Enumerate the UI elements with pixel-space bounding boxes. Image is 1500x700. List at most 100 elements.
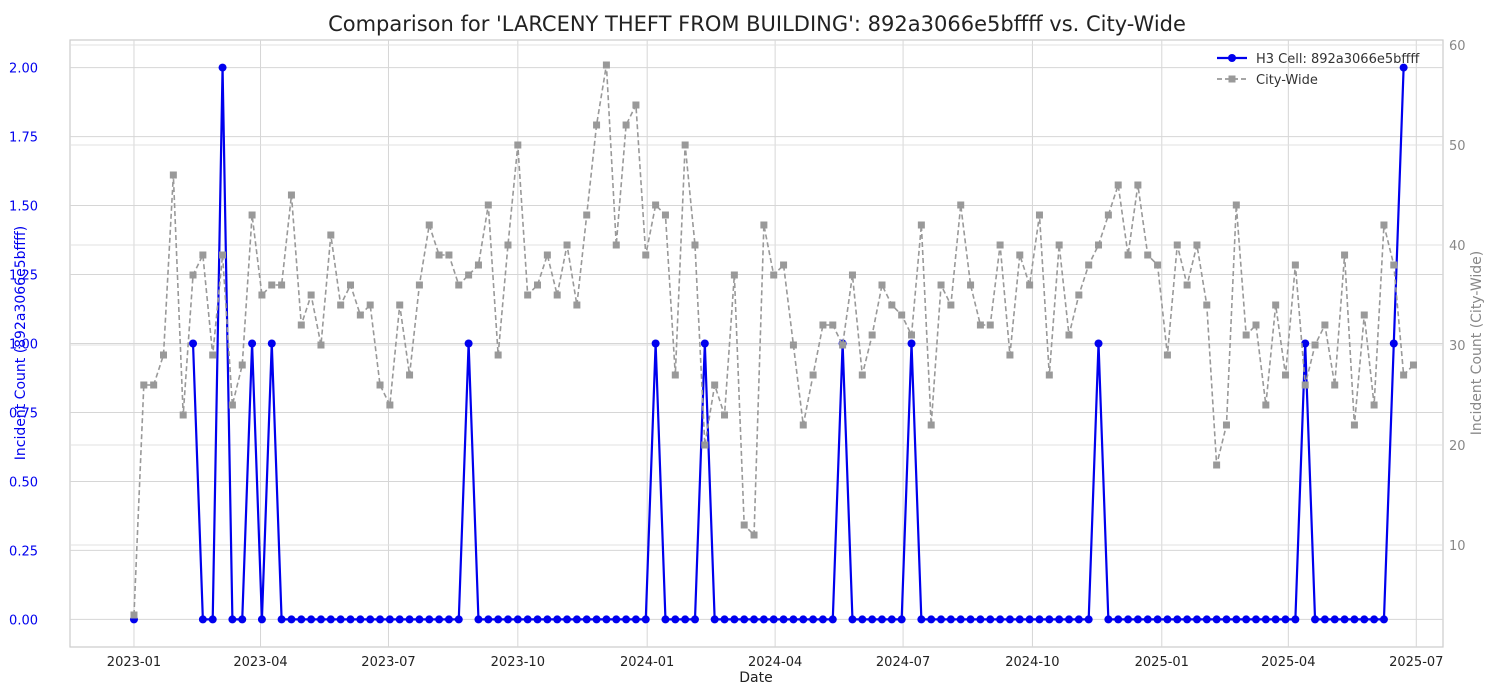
x-tick-label: 2023-10 xyxy=(491,655,545,670)
data-point-city xyxy=(622,121,630,129)
data-point-city xyxy=(957,201,965,209)
data-point-h3 xyxy=(503,615,512,624)
data-point-city xyxy=(406,371,414,379)
y-left-tick-label: 0.75 xyxy=(9,406,38,421)
y-right-tick-label: 10 xyxy=(1449,539,1466,554)
data-point-h3 xyxy=(740,615,749,624)
data-point-city xyxy=(534,281,542,289)
data-point-city xyxy=(671,371,679,379)
data-point-city xyxy=(474,261,482,269)
data-point-city xyxy=(1370,401,1378,409)
data-point-city xyxy=(1104,211,1112,219)
data-point-city xyxy=(435,251,443,259)
data-point-city xyxy=(898,311,906,319)
data-point-city xyxy=(317,341,325,349)
y-left-axis-label: Incident Count (892a3066e5bffff) xyxy=(13,226,29,460)
data-point-h3 xyxy=(1104,615,1113,624)
x-tick-label: 2024-10 xyxy=(1005,655,1059,670)
data-point-h3 xyxy=(1212,615,1221,624)
data-point-h3 xyxy=(425,615,434,624)
data-point-city xyxy=(819,321,827,329)
data-point-h3 xyxy=(1025,615,1034,624)
data-point-h3 xyxy=(809,615,818,624)
data-point-h3 xyxy=(956,615,965,624)
data-point-city xyxy=(612,241,620,249)
data-point-h3 xyxy=(1261,615,1270,624)
data-point-h3 xyxy=(1379,615,1388,624)
data-point-city xyxy=(1213,461,1221,469)
data-point-h3 xyxy=(267,339,276,348)
data-point-h3 xyxy=(444,615,453,624)
data-point-h3 xyxy=(1320,615,1329,624)
data-point-h3 xyxy=(730,615,739,624)
y-left-tick-label: 1.75 xyxy=(9,131,38,146)
data-point-h3 xyxy=(1153,615,1162,624)
data-point-city xyxy=(996,241,1004,249)
data-point-city xyxy=(1183,281,1191,289)
data-point-city xyxy=(287,191,295,199)
data-point-city xyxy=(1252,321,1260,329)
data-point-h3 xyxy=(996,615,1005,624)
data-point-city xyxy=(760,221,768,229)
data-point-city xyxy=(642,251,650,259)
data-point-city xyxy=(1291,261,1299,269)
data-point-city xyxy=(1203,301,1211,309)
x-tick-label: 2023-04 xyxy=(233,655,287,670)
x-tick-label: 2024-04 xyxy=(748,655,802,670)
data-point-h3 xyxy=(464,339,473,348)
data-point-city xyxy=(514,141,522,149)
data-point-h3 xyxy=(1340,615,1349,624)
data-point-h3 xyxy=(1399,63,1408,72)
data-point-h3 xyxy=(1094,339,1103,348)
data-point-h3 xyxy=(858,615,867,624)
data-point-h3 xyxy=(927,615,936,624)
data-point-city xyxy=(1065,331,1073,339)
x-tick-label: 2024-07 xyxy=(876,655,930,670)
data-point-city xyxy=(661,211,669,219)
data-point-city xyxy=(465,271,473,279)
y-left-tick-label: 1.50 xyxy=(9,200,38,215)
y-right-tick-label: 50 xyxy=(1449,139,1466,154)
y-left-tick-label: 2.00 xyxy=(9,62,38,77)
data-point-h3 xyxy=(189,339,198,348)
data-point-city xyxy=(1016,251,1024,259)
data-point-city xyxy=(868,331,876,339)
data-point-city xyxy=(770,271,778,279)
data-point-city xyxy=(878,281,886,289)
data-point-h3 xyxy=(966,615,975,624)
data-point-h3 xyxy=(799,615,808,624)
data-point-h3 xyxy=(917,615,926,624)
data-point-city xyxy=(1390,261,1398,269)
data-point-h3 xyxy=(986,615,995,624)
data-point-h3 xyxy=(818,615,827,624)
data-point-h3 xyxy=(612,615,621,624)
chart-title: Comparison for 'LARCENY THEFT FROM BUILD… xyxy=(328,12,1186,36)
data-point-h3 xyxy=(1084,615,1093,624)
data-point-h3 xyxy=(543,615,552,624)
data-point-city xyxy=(986,321,994,329)
data-point-city xyxy=(140,381,148,389)
data-point-h3 xyxy=(1291,615,1300,624)
data-point-city xyxy=(1163,351,1171,359)
data-point-city xyxy=(1173,241,1181,249)
data-point-h3 xyxy=(1183,615,1192,624)
x-tick-label: 2023-07 xyxy=(361,655,415,670)
data-point-h3 xyxy=(848,615,857,624)
data-point-city xyxy=(160,351,168,359)
data-point-city xyxy=(258,291,266,299)
data-point-h3 xyxy=(1202,615,1211,624)
data-point-h3 xyxy=(1133,615,1142,624)
data-point-h3 xyxy=(415,615,424,624)
data-point-city xyxy=(553,291,561,299)
data-point-h3 xyxy=(218,63,227,72)
data-point-city xyxy=(809,371,817,379)
y-left-tick-label: 0.25 xyxy=(9,544,38,559)
data-point-city xyxy=(563,241,571,249)
data-point-city xyxy=(947,301,955,309)
data-point-city xyxy=(1232,201,1240,209)
x-axis-label: Date xyxy=(739,670,772,686)
data-point-h3 xyxy=(228,615,237,624)
data-point-city xyxy=(917,221,925,229)
y-right-axis-ticks: 10 20 30 40 50 60 xyxy=(1449,39,1466,554)
data-point-city xyxy=(1026,281,1034,289)
